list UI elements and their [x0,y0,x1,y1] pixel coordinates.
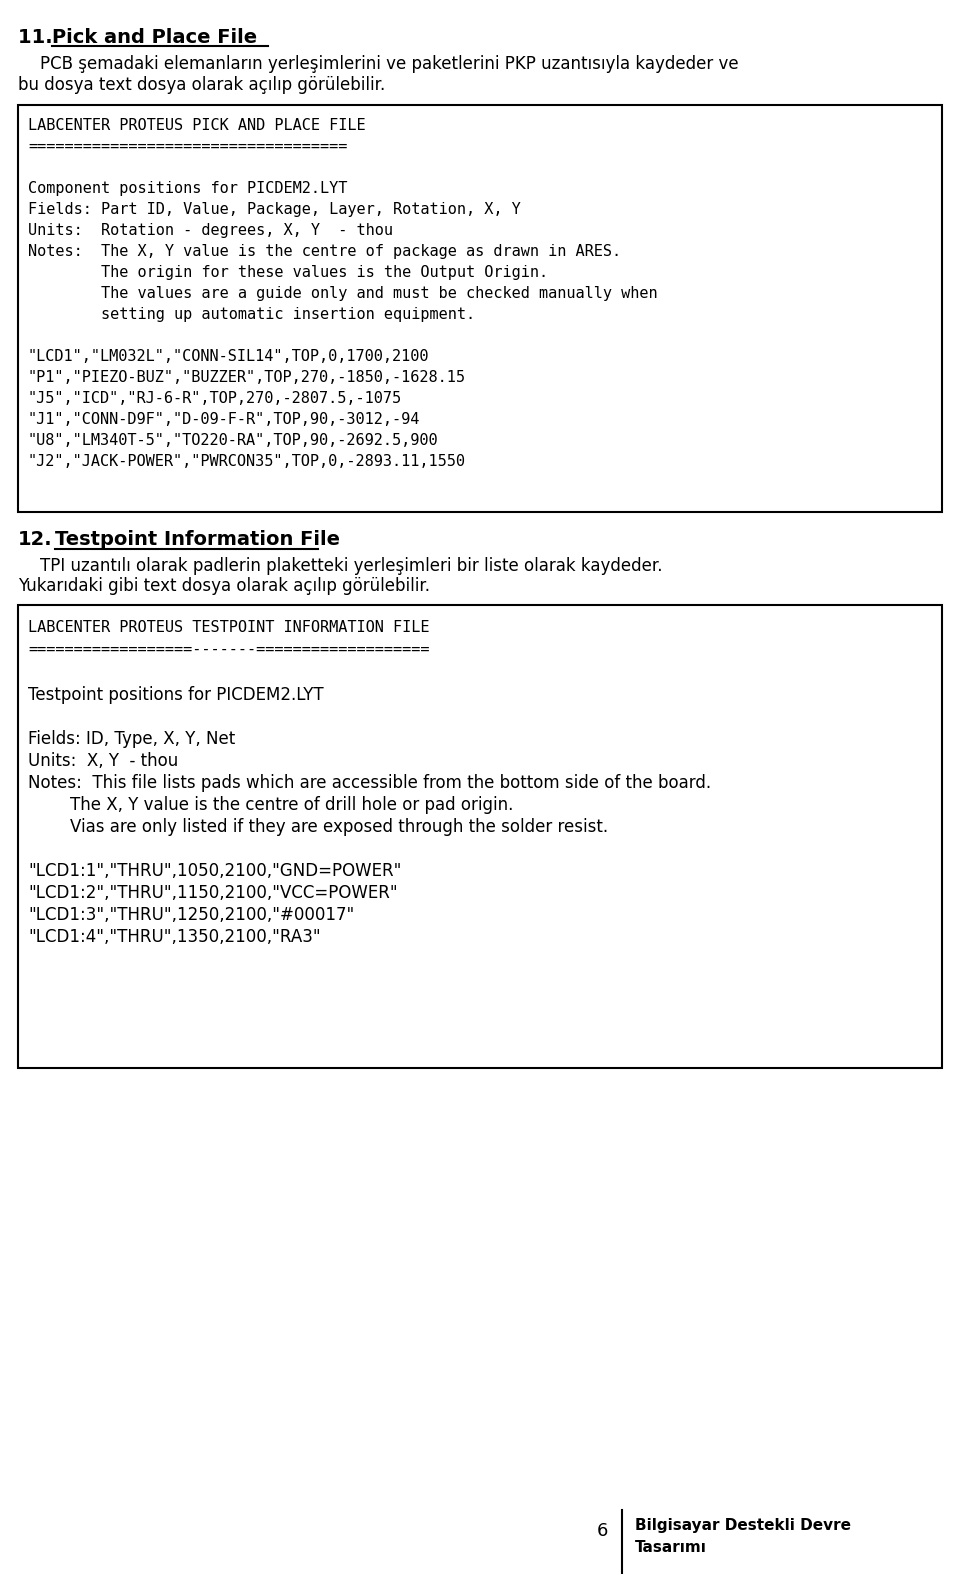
Bar [18,604,942,1069]
Text: "P1","PIEZO-BUZ","BUZZER",TOP,270,-1850,-1628.15: "P1","PIEZO-BUZ","BUZZER",TOP,270,-1850,… [28,370,466,386]
Text: ==================-------===================: ==================-------===============… [28,642,429,656]
Text: Bilgisayar Destekli Devre: Bilgisayar Destekli Devre [635,1517,851,1533]
Text: The origin for these values is the Output Origin.: The origin for these values is the Outpu… [28,264,548,280]
Text: "LCD1:3","THRU",1250,2100,"#00017": "LCD1:3","THRU",1250,2100,"#00017" [28,907,354,924]
Text: "J2","JACK-POWER","PWRCON35",TOP,0,-2893.11,1550: "J2","JACK-POWER","PWRCON35",TOP,0,-2893… [28,453,466,469]
Text: "LCD1:4","THRU",1350,2100,"RA3": "LCD1:4","THRU",1350,2100,"RA3" [28,929,321,946]
Text: 11.: 11. [18,28,60,47]
Text: LABCENTER PROTEUS TESTPOINT INFORMATION FILE: LABCENTER PROTEUS TESTPOINT INFORMATION … [28,620,429,634]
Text: "LCD1","LM032L","CONN-SIL14",TOP,0,1700,2100: "LCD1","LM032L","CONN-SIL14",TOP,0,1700,… [28,349,429,364]
Text: "J5","ICD","RJ-6-R",TOP,270,-2807.5,-1075: "J5","ICD","RJ-6-R",TOP,270,-2807.5,-107… [28,390,402,406]
Text: Fields: Part ID, Value, Package, Layer, Rotation, X, Y: Fields: Part ID, Value, Package, Layer, … [28,201,520,217]
Text: 6: 6 [596,1522,608,1539]
Text: Vias are only listed if they are exposed through the solder resist.: Vias are only listed if they are exposed… [28,818,608,836]
Text: 12.: 12. [18,530,53,549]
Text: "LCD1:1","THRU",1050,2100,"GND=POWER": "LCD1:1","THRU",1050,2100,"GND=POWER" [28,863,401,880]
Text: Tasarımı: Tasarımı [635,1539,707,1555]
Text: ===================================: =================================== [28,139,348,154]
Text: setting up automatic insertion equipment.: setting up automatic insertion equipment… [28,307,475,323]
Text: Testpoint Information File: Testpoint Information File [55,530,340,549]
Bar [18,105,942,512]
Text: TPI uzantılı olarak padlerin plaketteki yerleşimleri bir liste olarak kaydeder.: TPI uzantılı olarak padlerin plaketteki … [40,557,662,575]
Text: Component positions for PICDEM2.LYT: Component positions for PICDEM2.LYT [28,181,348,197]
Text: Units:  X, Y  - thou: Units: X, Y - thou [28,752,179,770]
Text: Notes:  This file lists pads which are accessible from the bottom side of the bo: Notes: This file lists pads which are ac… [28,774,711,792]
Text: Yukarıdaki gibi text dosya olarak açılıp görülebilir.: Yukarıdaki gibi text dosya olarak açılıp… [18,578,430,595]
Text: The X, Y value is the centre of drill hole or pad origin.: The X, Y value is the centre of drill ho… [28,796,514,814]
Text: Pick and Place File: Pick and Place File [52,28,257,47]
Text: Testpoint positions for PICDEM2.LYT: Testpoint positions for PICDEM2.LYT [28,686,324,704]
Text: "LCD1:2","THRU",1150,2100,"VCC=POWER": "LCD1:2","THRU",1150,2100,"VCC=POWER" [28,885,397,902]
Text: "J1","CONN-D9F","D-09-F-R",TOP,90,-3012,-94: "J1","CONN-D9F","D-09-F-R",TOP,90,-3012,… [28,412,420,427]
Text: Notes:  The X, Y value is the centre of package as drawn in ARES.: Notes: The X, Y value is the centre of p… [28,244,621,260]
Text: PCB şemadaki elemanların yerleşimlerini ve paketlerini PKP uzantısıyla kaydeder : PCB şemadaki elemanların yerleşimlerini … [40,55,738,72]
Text: "U8","LM340T-5","TO220-RA",TOP,90,-2692.5,900: "U8","LM340T-5","TO220-RA",TOP,90,-2692.… [28,433,439,449]
Text: The values are a guide only and must be checked manually when: The values are a guide only and must be … [28,286,658,301]
Text: Fields: ID, Type, X, Y, Net: Fields: ID, Type, X, Y, Net [28,730,235,748]
Text: Units:  Rotation - degrees, X, Y  - thou: Units: Rotation - degrees, X, Y - thou [28,224,393,238]
Text: LABCENTER PROTEUS PICK AND PLACE FILE: LABCENTER PROTEUS PICK AND PLACE FILE [28,118,366,132]
Text: bu dosya text dosya olarak açılıp görülebilir.: bu dosya text dosya olarak açılıp görüle… [18,76,385,94]
